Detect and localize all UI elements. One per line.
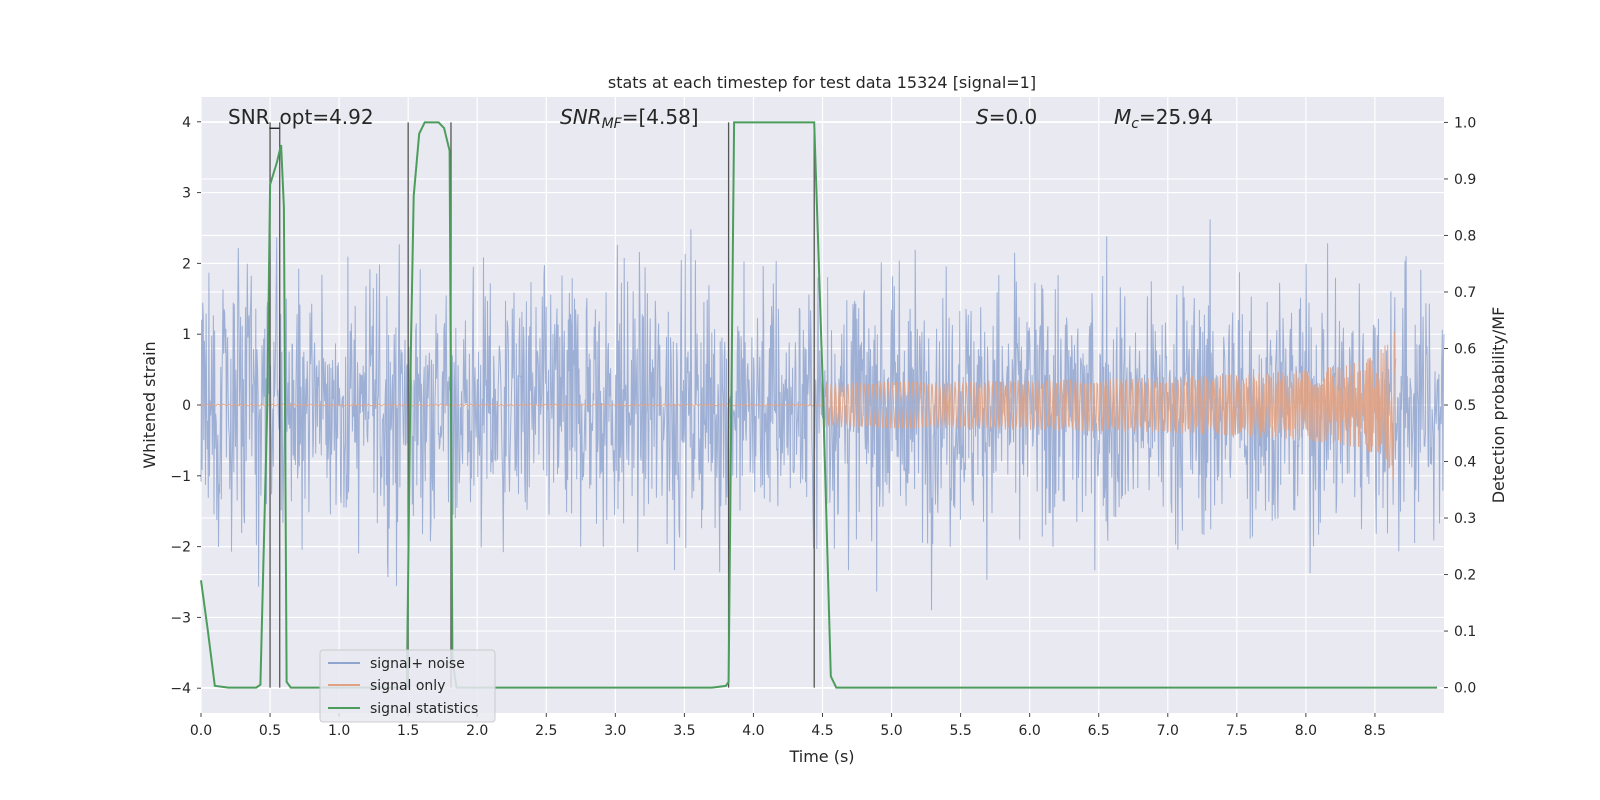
legend-label-stats: signal statistics — [370, 701, 478, 717]
signal-statistics-series — [200, 121, 1438, 689]
snr-mf-annotation: SNRMF=[4.58] — [560, 105, 699, 132]
x-tick-label: 3.5 — [673, 723, 695, 739]
right-y-tick-label: 0.8 — [1454, 228, 1476, 244]
x-tick-label: 5.5 — [949, 723, 971, 739]
right-y-tick-label: 0.5 — [1454, 398, 1476, 414]
left-y-tick-label: 1 — [182, 327, 191, 343]
mc-annotation: Mc=25.94 — [1114, 105, 1213, 132]
signal-only-line — [200, 331, 1397, 480]
left-y-tick-label: 3 — [182, 186, 191, 202]
x-tick-label: 6.0 — [1019, 723, 1041, 739]
left-y-tick-label: −2 — [170, 540, 191, 556]
x-tick-label: 1.5 — [397, 723, 419, 739]
left-y-tick-label: −3 — [170, 610, 191, 626]
x-axis-ticks: 0.0 0.5 1.0 1.5 2.0 2.5 3.0 3.5 4.0 4.5 5.0 5.5 6.0 6… — [190, 713, 1386, 739]
mc-value: =25.94 — [1139, 105, 1213, 129]
right-y-tick-label: 0.9 — [1454, 172, 1476, 188]
x-tick-label: 2.0 — [466, 723, 488, 739]
x-tick-label: 2.5 — [535, 723, 557, 739]
x-tick-label: 7.0 — [1157, 723, 1179, 739]
left-y-tick-label: 0 — [182, 398, 191, 414]
legend: signal+ noise signal only signal statist… — [319, 649, 496, 723]
x-tick-label: 3.0 — [604, 723, 626, 739]
legend-label-signal: signal only — [370, 678, 445, 694]
left-y-tick-label: −4 — [170, 681, 191, 697]
left-y-tick-label: 4 — [182, 115, 191, 131]
s-annotation: S=0.0 — [976, 105, 1037, 129]
right-y-tick-label: 0.4 — [1454, 455, 1476, 471]
x-tick-label: 0.5 — [259, 723, 281, 739]
x-tick-label: 8.5 — [1364, 723, 1386, 739]
chart-title: stats at each timestep for test data 153… — [608, 73, 1036, 92]
snr-mf-subscript: MF — [602, 116, 623, 132]
x-tick-label: 4.5 — [811, 723, 833, 739]
legend-label-noise: signal+ noise — [370, 656, 465, 672]
x-axis-label: Time (s) — [788, 747, 854, 766]
right-y-tick-label: 0.1 — [1454, 624, 1476, 640]
legend-box — [319, 649, 496, 723]
right-y-axis-ticks: 0.0 0.1 0.2 0.3 0.4 0.5 0.6 0.7 0.8 0.9 1.0 — [1444, 115, 1476, 697]
x-tick-label: 6.5 — [1088, 723, 1110, 739]
x-tick-label: 7.5 — [1226, 723, 1248, 739]
s-symbol: S — [976, 105, 989, 129]
right-y-tick-label: 1.0 — [1454, 115, 1476, 131]
left-y-tick-label: 2 — [182, 256, 191, 272]
x-tick-label: 4.0 — [742, 723, 764, 739]
right-y-tick-label: 0.3 — [1454, 511, 1476, 527]
left-y-tick-label: −1 — [170, 469, 191, 485]
right-y-tick-label: 0.7 — [1454, 285, 1476, 301]
snr-mf-symbol: SNR — [560, 105, 602, 129]
signal-only-series — [200, 331, 1397, 480]
x-tick-label: 5.0 — [880, 723, 902, 739]
x-tick-label: 8.0 — [1295, 723, 1317, 739]
right-y-tick-label: 0.2 — [1454, 568, 1476, 584]
mc-symbol: M — [1114, 105, 1131, 129]
signal-statistics-line — [200, 121, 1438, 689]
right-y-axis-label: Detection probability/MF — [1489, 307, 1508, 504]
right-y-tick-label: 0.6 — [1454, 341, 1476, 357]
left-y-axis-label: Whitened strain — [140, 341, 159, 468]
mc-subscript: c — [1131, 116, 1139, 132]
s-value: =0.0 — [989, 105, 1038, 129]
snr-mf-value: =[4.58] — [622, 105, 699, 129]
x-tick-label: 1.0 — [328, 723, 350, 739]
x-tick-label: 0.0 — [190, 723, 212, 739]
right-y-tick-label: 0.0 — [1454, 681, 1476, 697]
left-y-axis-ticks: −4 −3 −2 −1 0 1 2 3 4 — [170, 115, 201, 697]
snr-opt-annotation: SNR_opt=4.92 — [228, 105, 374, 129]
